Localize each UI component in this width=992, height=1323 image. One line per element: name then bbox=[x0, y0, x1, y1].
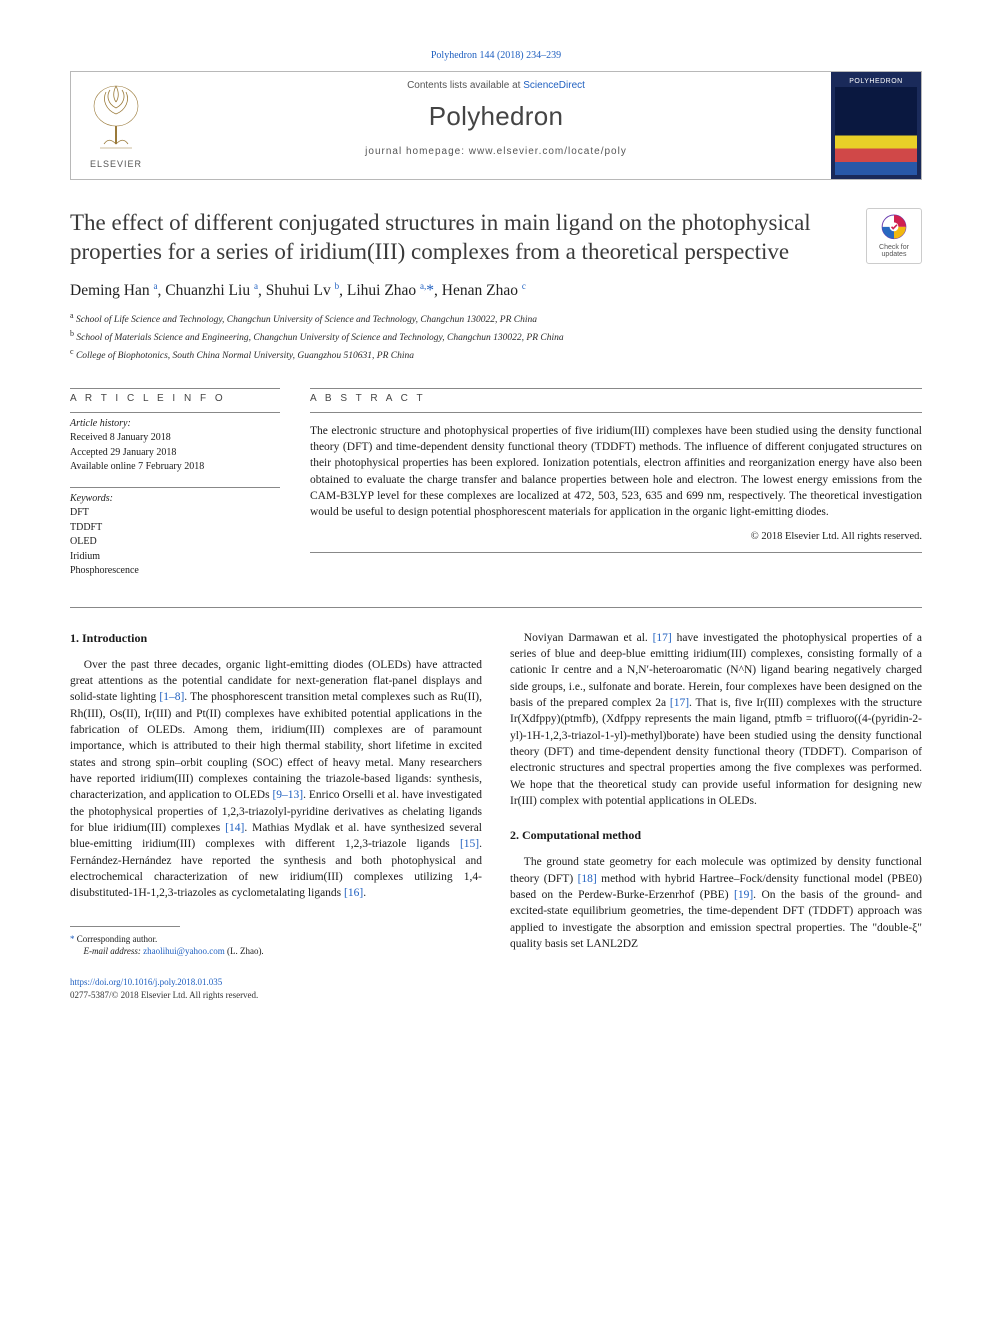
intro-para-2: Noviyan Darmawan et al. [17] have invest… bbox=[510, 630, 922, 810]
abstract-text: The electronic structure and photophysic… bbox=[310, 423, 922, 521]
check-updates-icon bbox=[880, 213, 908, 241]
abstract-head: A B S T R A C T bbox=[310, 393, 922, 404]
journal-name: Polyhedron bbox=[171, 101, 821, 132]
corresponding-footnote: * Corresponding author. E-mail address: … bbox=[70, 933, 482, 958]
ref-19[interactable]: [19] bbox=[734, 889, 753, 901]
elsevier-tree-icon bbox=[86, 82, 146, 152]
affil-b: School of Materials Science and Engineer… bbox=[76, 333, 563, 343]
check-updates-badge[interactable]: Check for updates bbox=[866, 208, 922, 264]
affil-a: School of Life Science and Technology, C… bbox=[76, 315, 537, 325]
journal-cover-thumb: POLYHEDRON bbox=[831, 72, 921, 179]
article-info-head: A R T I C L E I N F O bbox=[70, 393, 280, 404]
sciencedirect-link[interactable]: ScienceDirect bbox=[523, 80, 585, 91]
ref-15[interactable]: [15] bbox=[460, 838, 479, 850]
right-column: Noviyan Darmawan et al. [17] have invest… bbox=[510, 630, 922, 1002]
affil-c: College of Biophotonics, South China Nor… bbox=[76, 351, 414, 361]
ref-9-13[interactable]: [9–13] bbox=[272, 789, 303, 801]
ref-17a[interactable]: [17] bbox=[653, 632, 672, 644]
comp-heading: 2. Computational method bbox=[510, 827, 922, 844]
corr-email-link[interactable]: zhaolihui@yahoo.com bbox=[143, 946, 225, 956]
left-column: 1. Introduction Over the past three deca… bbox=[70, 630, 482, 1002]
body-columns: 1. Introduction Over the past three deca… bbox=[70, 630, 922, 1002]
journal-homepage: journal homepage: www.elsevier.com/locat… bbox=[171, 146, 821, 157]
page-footer: https://doi.org/10.1016/j.poly.2018.01.0… bbox=[70, 976, 482, 1002]
publisher-name: ELSEVIER bbox=[86, 159, 146, 169]
intro-para-1: Over the past three decades, organic lig… bbox=[70, 657, 482, 902]
check-updates-label: Check for updates bbox=[871, 244, 917, 259]
publisher-logo-box: ELSEVIER bbox=[71, 72, 161, 179]
history-online: Available online 7 February 2018 bbox=[70, 460, 280, 475]
comp-para-1: The ground state geometry for each molec… bbox=[510, 854, 922, 952]
homepage-url[interactable]: www.elsevier.com/locate/poly bbox=[469, 146, 627, 157]
affiliations: a School of Life Science and Technology,… bbox=[70, 310, 922, 364]
doi-link[interactable]: https://doi.org/10.1016/j.poly.2018.01.0… bbox=[70, 977, 222, 987]
keywords-label: Keywords: bbox=[70, 492, 280, 507]
citation-line: Polyhedron 144 (2018) 234–239 bbox=[70, 50, 922, 61]
abstract-column: A B S T R A C T The electronic structure… bbox=[310, 384, 922, 591]
article-info-column: A R T I C L E I N F O Article history: R… bbox=[70, 384, 280, 591]
kw-3: Iridium bbox=[70, 550, 280, 565]
email-person: (L. Zhao). bbox=[227, 946, 264, 956]
email-label: E-mail address: bbox=[84, 946, 141, 956]
history-accepted: Accepted 29 January 2018 bbox=[70, 446, 280, 461]
kw-4: Phosphorescence bbox=[70, 564, 280, 579]
paper-title: The effect of different conjugated struc… bbox=[70, 208, 846, 267]
ref-14[interactable]: [14] bbox=[225, 822, 244, 834]
homepage-prefix: journal homepage: bbox=[365, 146, 469, 157]
author-list: Deming Han a, Chuanzhi Liu a, Shuhui Lv … bbox=[70, 281, 922, 300]
kw-0: DFT bbox=[70, 506, 280, 521]
ref-17b[interactable]: [17] bbox=[670, 697, 689, 709]
kw-1: TDDFT bbox=[70, 521, 280, 536]
cover-word: POLYHEDRON bbox=[835, 76, 917, 87]
issn-line: 0277-5387/© 2018 Elsevier Ltd. All right… bbox=[70, 989, 482, 1002]
intro-heading: 1. Introduction bbox=[70, 630, 482, 647]
abstract-copyright: © 2018 Elsevier Ltd. All rights reserved… bbox=[310, 531, 922, 542]
corr-label: Corresponding author. bbox=[77, 934, 158, 944]
cover-art bbox=[835, 87, 917, 175]
contents-list-line: Contents lists available at ScienceDirec… bbox=[171, 80, 821, 91]
history-label: Article history: bbox=[70, 417, 280, 432]
ref-1-8[interactable]: [1–8] bbox=[159, 691, 184, 703]
kw-2: OLED bbox=[70, 535, 280, 550]
journal-header: ELSEVIER Contents lists available at Sci… bbox=[70, 71, 922, 180]
ref-18[interactable]: [18] bbox=[578, 873, 597, 885]
ref-16[interactable]: [16] bbox=[344, 887, 363, 899]
history-received: Received 8 January 2018 bbox=[70, 431, 280, 446]
contents-prefix: Contents lists available at bbox=[407, 80, 523, 91]
